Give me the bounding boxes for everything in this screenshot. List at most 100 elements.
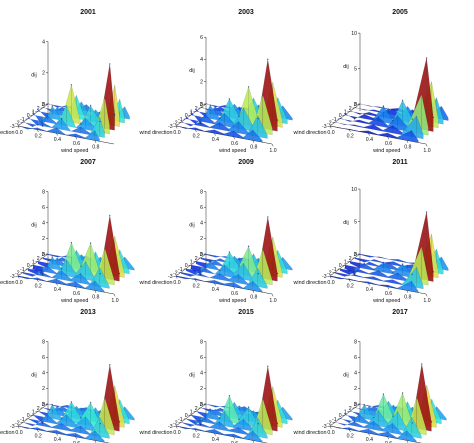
y-tick — [193, 111, 197, 113]
surface-facet — [416, 115, 424, 140]
ridge-point — [392, 271, 394, 273]
ridge-point — [51, 105, 53, 107]
x-tick — [233, 136, 236, 140]
surface-facet — [339, 427, 350, 430]
y-tick — [352, 257, 356, 259]
x-tick-label: 0.6 — [385, 291, 392, 297]
surface-facet — [94, 430, 105, 443]
y-tick — [20, 122, 24, 124]
z-axis-label: dij — [343, 220, 348, 226]
panel-title: 2001 — [80, 9, 96, 16]
y-tick-label: 0 — [339, 113, 342, 119]
ridge-point — [89, 401, 92, 404]
surface-facet — [185, 277, 196, 280]
surface-facet — [175, 275, 186, 280]
surface-facet — [75, 433, 86, 439]
ridge-point — [425, 57, 428, 59]
ridge-point — [267, 365, 269, 367]
y-tick-label: 1 — [344, 410, 347, 416]
ridge-point — [99, 423, 101, 425]
ridge-point — [392, 415, 394, 417]
surface-facet — [37, 427, 47, 432]
ridge-point — [89, 104, 92, 107]
x-tick-label: 0.8 — [404, 144, 411, 150]
x-tick — [36, 429, 39, 433]
ridge-point — [190, 268, 192, 270]
ridge-point — [199, 122, 202, 125]
z-tick-label: 2 — [42, 236, 45, 242]
surface-facet — [363, 124, 374, 130]
ridge-point — [209, 260, 211, 262]
ridge-point — [392, 119, 394, 122]
x-tick-label: 0.8 — [92, 294, 99, 300]
surface-facet — [204, 429, 215, 434]
y-tick-label: -2 — [327, 121, 332, 127]
surface-facet — [392, 279, 403, 286]
x-tick-label: 0.2 — [35, 434, 42, 440]
surface-facet — [104, 397, 115, 436]
surface-facet — [42, 121, 52, 128]
y-axis-label: wind direction — [0, 430, 14, 436]
z-tick-label: 0 — [42, 252, 45, 258]
surface-facet — [364, 109, 375, 112]
surface-facet — [185, 116, 196, 125]
ridge-point — [247, 86, 250, 88]
y-tick-label: -3 — [168, 424, 173, 430]
surface-facet — [56, 127, 67, 136]
y-tick-label: 3 — [42, 252, 45, 258]
x-axis-label: wind speed — [60, 298, 88, 304]
surface-facet — [180, 422, 191, 427]
x-tick — [56, 433, 58, 436]
panel-title: 2007 — [80, 159, 96, 166]
y-tick-label: -1 — [332, 267, 337, 273]
ridge-point — [61, 417, 63, 419]
x-tick — [194, 279, 197, 283]
ridge-point — [61, 268, 63, 270]
y-tick-label: 3 — [42, 102, 45, 108]
x-tick-label: 0.8 — [250, 294, 257, 300]
ridge-point — [276, 119, 279, 121]
surface-facet — [205, 403, 216, 408]
y-tick-label: 3 — [200, 102, 203, 108]
ridge-point — [219, 269, 221, 272]
surface-facet — [200, 273, 210, 278]
surface-facet — [65, 133, 76, 137]
surface-facet — [27, 427, 38, 430]
ridge-point — [41, 125, 44, 127]
x-tick-label: 0.0 — [173, 280, 180, 286]
z-axis-label: dij — [189, 373, 194, 379]
x-tick — [387, 436, 390, 440]
panel-title: 2013 — [80, 309, 96, 316]
surface-facet — [215, 255, 226, 258]
ridge-point — [228, 395, 231, 397]
x-tick-label: 0.4 — [54, 287, 61, 293]
ridge-point — [80, 265, 82, 267]
x-tick — [252, 290, 255, 293]
z-tick-label: 4 — [42, 371, 45, 377]
y-tick-label: 3 — [354, 102, 357, 108]
surface-facet — [195, 428, 205, 432]
x-tick-label: 0.6 — [231, 141, 238, 147]
surface-facet — [349, 128, 359, 132]
x-axis-label: wind speed — [218, 298, 246, 304]
y-tick-label: -2 — [327, 271, 332, 277]
ridge-point — [432, 271, 434, 273]
y-tick — [20, 272, 24, 274]
y-tick-label: 0 — [27, 263, 30, 269]
y-tick — [327, 125, 331, 127]
surface-facet — [334, 421, 345, 426]
y-tick — [203, 403, 207, 405]
ridge-point — [411, 118, 413, 120]
y-tick — [40, 407, 44, 409]
surface-facet — [104, 247, 115, 286]
ridge-point — [219, 417, 221, 419]
y-tick — [193, 411, 197, 413]
surface-facet — [411, 280, 419, 293]
y-tick-label: -2 — [327, 421, 332, 427]
x-tick — [194, 129, 197, 133]
y-tick-label: -3 — [10, 274, 15, 280]
surface-facet — [119, 99, 125, 124]
x-tick-label: 0.8 — [92, 144, 99, 150]
surface-facet — [374, 259, 384, 264]
